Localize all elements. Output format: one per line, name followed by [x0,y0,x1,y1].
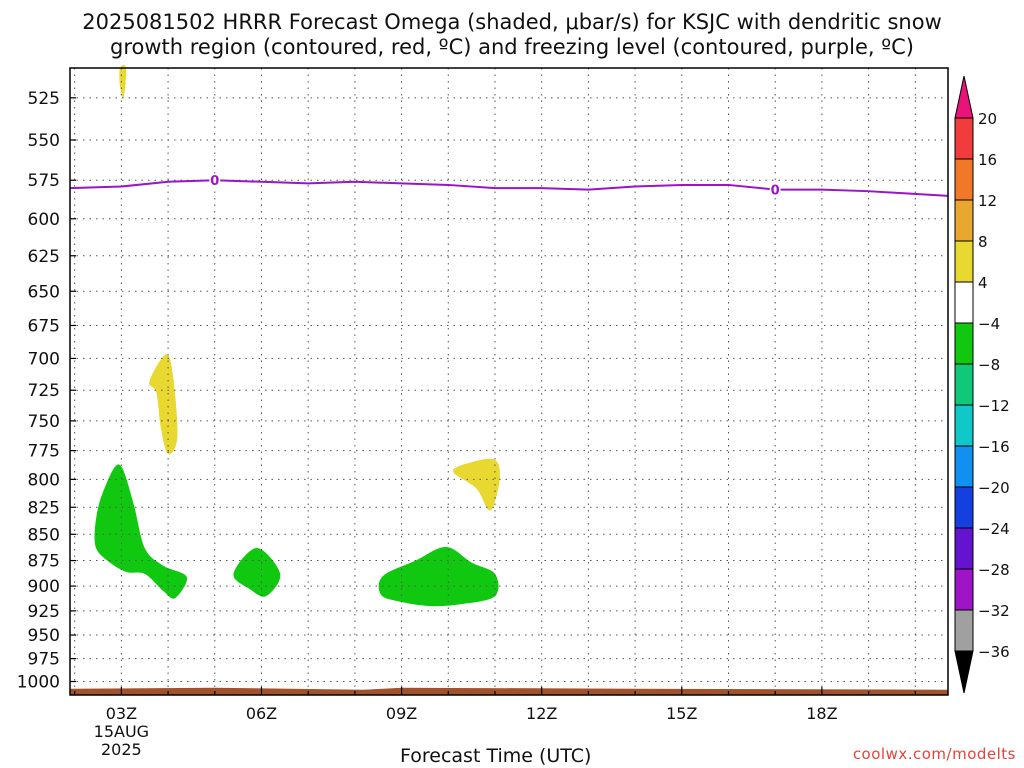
colorbar-label: 8 [978,233,988,251]
omega-region-0 [119,64,127,99]
y-tick-label: 900 [28,577,60,597]
y-tick-label: 550 [28,131,60,151]
y-tick-label: 600 [28,210,60,230]
omega-region-2 [452,458,500,511]
colorbar-label: −20 [978,479,1010,497]
colorbar: 20 16 12 8 4 −4 −8 −12 −16 −20 −24 −28 −32 −36 [954,75,1010,694]
colorbar-label: 12 [978,192,997,210]
omega-region-3 [94,464,188,599]
colorbar-swatch [954,281,974,324]
colorbar-label: 20 [978,110,997,128]
freezing-level-label: 0 [210,174,219,189]
colorbar-swatch [954,117,974,160]
colorbar-swatch [954,158,974,201]
y-tick-label: 1000 [17,673,60,693]
x-tick-label: 06Z [246,704,277,723]
chart-title-line-2: growth region (contoured, red, ºC) and f… [110,35,914,59]
surface-terrain [70,687,948,695]
y-tick-label: 850 [28,525,60,545]
colorbar-swatch [954,527,974,570]
y-tick-label: 800 [28,470,60,490]
colorbar-swatch [954,486,974,529]
grid-layer [70,68,948,695]
y-axis: 525 550 575 600 625 650 675 700 725 750 775 800 825 8… [17,89,76,693]
colorbar-swatch [954,568,974,611]
omega-shading-layer [94,64,500,607]
colorbar-label: −12 [978,397,1010,415]
surface-terrain-layer [70,687,948,695]
y-tick-label: 675 [28,316,60,336]
x-tick-label: 12Z [526,704,557,723]
y-tick-label: 825 [28,498,60,518]
chart-title-line-1: 2025081502 HRRR Forecast Omega (shaded, … [82,10,942,34]
colorbar-label: −8 [978,356,1000,374]
freezing-level-line [69,179,949,197]
x-tick-label: 18Z [806,704,837,723]
y-tick-label: 950 [28,626,60,646]
colorbar-swatch [954,322,974,365]
y-tick-label: 875 [28,552,60,572]
x-tick-label: 09Z [386,704,417,723]
x-tick-label: 15Z [666,704,697,723]
colorbar-label: −32 [978,602,1010,620]
freezing-level-layer: 00 [69,173,949,200]
x-tick-year: 2025 [101,740,142,759]
colorbar-bottom-arrow [954,650,974,694]
y-tick-label: 625 [28,247,60,267]
colorbar-swatch [954,445,974,488]
colorbar-swatch [954,240,974,283]
colorbar-swatch [954,363,974,406]
colorbar-swatch [954,609,974,652]
x-tick-date: 15AUG [94,722,149,741]
colorbar-label: −16 [978,438,1010,456]
x-tick-label: 03Z [106,704,137,723]
y-tick-label: 700 [28,349,60,369]
y-tick-label: 775 [28,442,60,462]
omega-region-1 [149,354,178,455]
colorbar-label: 4 [978,274,988,292]
y-tick-label: 750 [28,412,60,432]
colorbar-label: 16 [978,151,997,169]
omega-region-4 [233,548,281,597]
y-tick-label: 975 [28,650,60,670]
colorbar-label: −24 [978,520,1010,538]
freezing-level-label: 0 [771,184,780,199]
colorbar-top-arrow [954,75,974,119]
source-footer[interactable]: coolwx.com/modelts [852,745,1016,763]
y-tick-label: 650 [28,282,60,302]
colorbar-label: −4 [978,315,1000,333]
plot-frame [69,67,949,696]
y-tick-label: 525 [28,89,60,109]
colorbar-label: −36 [978,643,1010,661]
colorbar-label: −28 [978,561,1010,579]
colorbar-swatch [954,404,974,447]
y-tick-label: 725 [28,381,60,401]
x-axis-title: Forecast Time (UTC) [400,745,592,767]
colorbar-swatch [954,199,974,242]
y-tick-label: 925 [28,602,60,622]
omega-region-5 [378,546,499,607]
y-tick-label: 575 [28,171,60,191]
